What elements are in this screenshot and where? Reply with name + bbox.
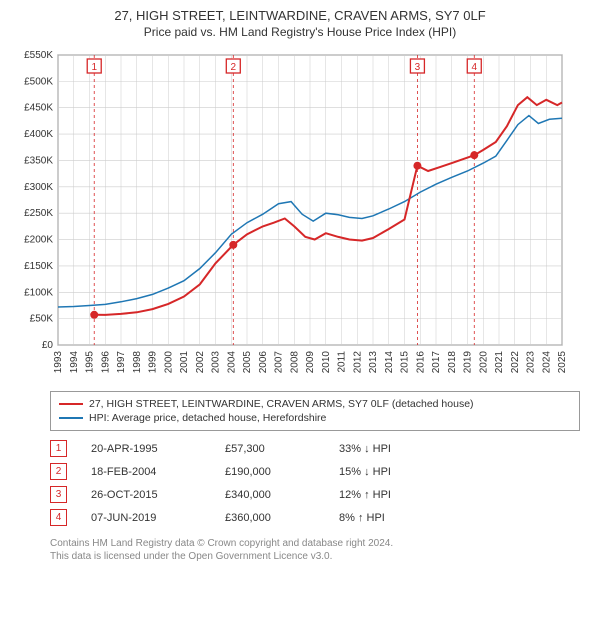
legend-item: HPI: Average price, detached house, Here… — [59, 411, 571, 425]
svg-text:£0: £0 — [42, 340, 54, 351]
svg-text:3: 3 — [415, 62, 421, 73]
svg-text:2022: 2022 — [510, 351, 521, 374]
svg-text:1993: 1993 — [53, 351, 64, 374]
footer: Contains HM Land Registry data © Crown c… — [50, 537, 580, 563]
svg-text:2014: 2014 — [384, 351, 395, 374]
svg-text:2013: 2013 — [368, 351, 379, 374]
svg-text:£50K: £50K — [30, 314, 54, 325]
title-block: 27, HIGH STREET, LEINTWARDINE, CRAVEN AR… — [10, 8, 590, 39]
sale-date: 07-JUN-2019 — [91, 512, 201, 524]
svg-text:£200K: £200K — [24, 235, 53, 246]
svg-text:1999: 1999 — [148, 351, 159, 374]
svg-text:2021: 2021 — [494, 351, 505, 374]
sale-date: 20-APR-1995 — [91, 443, 201, 455]
sale-price: £360,000 — [225, 512, 315, 524]
svg-text:2024: 2024 — [541, 351, 552, 374]
footer-line-2: This data is licensed under the Open Gov… — [50, 550, 580, 563]
svg-text:2009: 2009 — [305, 351, 316, 374]
svg-text:2004: 2004 — [226, 351, 237, 374]
svg-text:1997: 1997 — [116, 351, 127, 374]
svg-text:2006: 2006 — [258, 351, 269, 374]
svg-text:1995: 1995 — [85, 351, 96, 374]
sale-price: £190,000 — [225, 466, 315, 478]
svg-text:2015: 2015 — [400, 351, 411, 374]
sales-table: 1 20-APR-1995 £57,300 33% ↓ HPI 2 18-FEB-2004… — [50, 437, 580, 529]
title-line-2: Price paid vs. HM Land Registry's House … — [10, 25, 590, 39]
sale-price: £340,000 — [225, 489, 315, 501]
svg-text:£450K: £450K — [24, 103, 53, 114]
sale-dot — [470, 151, 478, 159]
svg-text:£400K: £400K — [24, 129, 53, 140]
svg-text:1994: 1994 — [69, 351, 80, 374]
svg-text:2012: 2012 — [352, 351, 363, 374]
svg-text:£500K: £500K — [24, 76, 53, 87]
svg-text:2001: 2001 — [179, 351, 190, 374]
svg-text:2: 2 — [231, 62, 237, 73]
svg-text:2008: 2008 — [289, 351, 300, 374]
svg-text:1: 1 — [91, 62, 97, 73]
svg-text:2000: 2000 — [163, 351, 174, 374]
svg-text:2011: 2011 — [337, 351, 348, 373]
svg-text:2025: 2025 — [557, 351, 568, 374]
legend-label: HPI: Average price, detached house, Here… — [89, 412, 326, 424]
sale-diff: 8% ↑ HPI — [339, 512, 429, 524]
svg-text:2003: 2003 — [211, 351, 222, 374]
footer-line-1: Contains HM Land Registry data © Crown c… — [50, 537, 580, 550]
legend-swatch — [59, 417, 83, 419]
sale-marker: 4 — [50, 509, 67, 526]
svg-text:1998: 1998 — [132, 351, 143, 374]
svg-text:£250K: £250K — [24, 208, 53, 219]
svg-text:2016: 2016 — [415, 351, 426, 374]
svg-text:2017: 2017 — [431, 351, 442, 374]
sale-diff: 12% ↑ HPI — [339, 489, 429, 501]
legend-item: 27, HIGH STREET, LEINTWARDINE, CRAVEN AR… — [59, 397, 571, 411]
chart-container: 27, HIGH STREET, LEINTWARDINE, CRAVEN AR… — [0, 0, 600, 573]
svg-text:£300K: £300K — [24, 182, 53, 193]
svg-text:2023: 2023 — [526, 351, 537, 374]
chart-svg: £0 £50K £100K £150K £200K £250K £300K £350K £400… — [10, 45, 570, 385]
svg-text:2020: 2020 — [478, 351, 489, 374]
sale-price: £57,300 — [225, 443, 315, 455]
svg-text:2005: 2005 — [242, 351, 253, 374]
legend-swatch — [59, 403, 83, 405]
svg-text:£150K: £150K — [24, 261, 53, 272]
sale-diff: 15% ↓ HPI — [339, 466, 429, 478]
svg-text:1996: 1996 — [100, 351, 111, 374]
sale-marker: 3 — [50, 486, 67, 503]
sale-row: 1 20-APR-1995 £57,300 33% ↓ HPI — [50, 437, 580, 460]
svg-text:£100K: £100K — [24, 287, 53, 298]
sale-row: 2 18-FEB-2004 £190,000 15% ↓ HPI — [50, 460, 580, 483]
svg-text:2010: 2010 — [321, 351, 332, 374]
sale-marker: 1 — [50, 440, 67, 457]
svg-text:2019: 2019 — [463, 351, 474, 374]
sale-dot — [229, 241, 237, 249]
svg-text:2002: 2002 — [195, 351, 206, 374]
sale-dot — [413, 162, 421, 170]
sale-row: 3 26-OCT-2015 £340,000 12% ↑ HPI — [50, 483, 580, 506]
sale-row: 4 07-JUN-2019 £360,000 8% ↑ HPI — [50, 506, 580, 529]
chart: £0 £50K £100K £150K £200K £250K £300K £350K £400… — [10, 45, 590, 385]
sale-dot — [90, 311, 98, 319]
svg-text:£550K: £550K — [24, 50, 53, 61]
legend-label: 27, HIGH STREET, LEINTWARDINE, CRAVEN AR… — [89, 398, 474, 410]
sale-date: 26-OCT-2015 — [91, 489, 201, 501]
svg-text:2018: 2018 — [447, 351, 458, 374]
title-line-1: 27, HIGH STREET, LEINTWARDINE, CRAVEN AR… — [10, 8, 590, 23]
svg-text:2007: 2007 — [274, 351, 285, 374]
svg-text:£350K: £350K — [24, 155, 53, 166]
sale-diff: 33% ↓ HPI — [339, 443, 429, 455]
sale-date: 18-FEB-2004 — [91, 466, 201, 478]
sale-marker: 2 — [50, 463, 67, 480]
legend: 27, HIGH STREET, LEINTWARDINE, CRAVEN AR… — [50, 391, 580, 431]
svg-text:4: 4 — [471, 62, 477, 73]
